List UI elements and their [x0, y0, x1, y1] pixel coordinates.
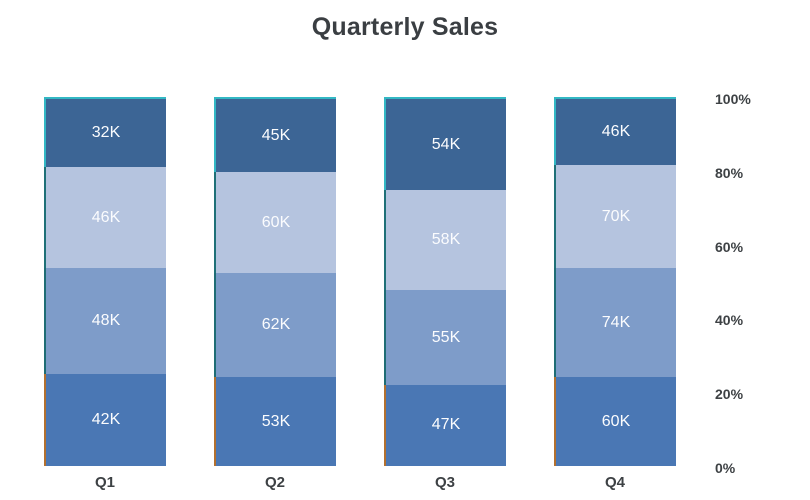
- segment-value-label: 74K: [601, 313, 631, 331]
- bar-segment-q4-lower-middle[interactable]: 74K: [554, 268, 676, 378]
- segment-value-label: 53K: [261, 412, 291, 430]
- x-tick-label-q4: Q4: [604, 474, 625, 491]
- bar-q2[interactable]: 45K 60K 62K 53K: [214, 97, 336, 466]
- x-tick-label-q2: Q2: [264, 474, 285, 491]
- bar-segment-q3-top[interactable]: 54K: [384, 97, 506, 191]
- bar-segment-q2-bottom[interactable]: 53K: [214, 377, 336, 466]
- bar-segment-q2-lower-middle[interactable]: 62K: [214, 273, 336, 378]
- segment-value-label: 32K: [91, 124, 121, 142]
- bar-q4[interactable]: 46K 70K 74K 60K: [554, 97, 676, 466]
- y-tick-label-80pct: 80%: [715, 164, 744, 181]
- segment-value-label: 60K: [601, 412, 631, 430]
- y-tick-label-40pct: 40%: [715, 312, 744, 329]
- segment-value-label: 42K: [91, 410, 121, 428]
- bar-segment-q3-upper-middle[interactable]: 58K: [384, 190, 506, 291]
- bar-segment-q3-bottom[interactable]: 47K: [384, 384, 506, 466]
- bar-segment-q1-bottom[interactable]: 42K: [44, 373, 166, 466]
- segment-value-label: 47K: [431, 416, 461, 434]
- y-tick-label-100pct: 100%: [715, 91, 751, 107]
- bar-segment-q1-lower-middle[interactable]: 48K: [44, 268, 166, 374]
- y-tick-label-20pct: 20%: [715, 386, 744, 403]
- chart-title: Quarterly Sales: [311, 13, 499, 41]
- bar-segment-q1-upper-middle[interactable]: 46K: [44, 167, 166, 269]
- x-tick-label-q3: Q3: [434, 474, 455, 491]
- bar-segment-q4-bottom[interactable]: 60K: [554, 377, 676, 466]
- segment-value-label: 58K: [431, 231, 461, 249]
- segment-value-label: 62K: [261, 316, 291, 334]
- bar-segment-q2-top[interactable]: 45K: [214, 97, 336, 173]
- bar-segment-q2-upper-middle[interactable]: 60K: [214, 172, 336, 274]
- bar-q3[interactable]: 54K 58K 55K 47K: [384, 97, 506, 466]
- segment-value-label: 48K: [91, 312, 121, 330]
- segment-value-label: 45K: [261, 126, 291, 144]
- x-tick-label-q1: Q1: [94, 474, 115, 491]
- y-tick-label-60pct: 60%: [715, 238, 744, 255]
- segment-value-label: 60K: [261, 213, 291, 231]
- segment-value-label: 55K: [431, 328, 461, 346]
- segment-value-label: 46K: [601, 122, 631, 140]
- segment-value-label: 46K: [91, 208, 121, 226]
- bar-segment-q1-top[interactable]: 32K: [44, 97, 166, 168]
- bar-q1[interactable]: 32K 46K 48K 42K: [44, 97, 166, 466]
- bar-segment-q3-lower-middle[interactable]: 55K: [384, 290, 506, 385]
- bar-segment-q4-upper-middle[interactable]: 70K: [554, 164, 676, 269]
- y-tick-label-0pct: 0%: [715, 460, 736, 476]
- segment-value-label: 70K: [601, 207, 631, 225]
- segment-value-label: 54K: [431, 135, 461, 153]
- bar-segment-q4-top[interactable]: 46K: [554, 97, 676, 165]
